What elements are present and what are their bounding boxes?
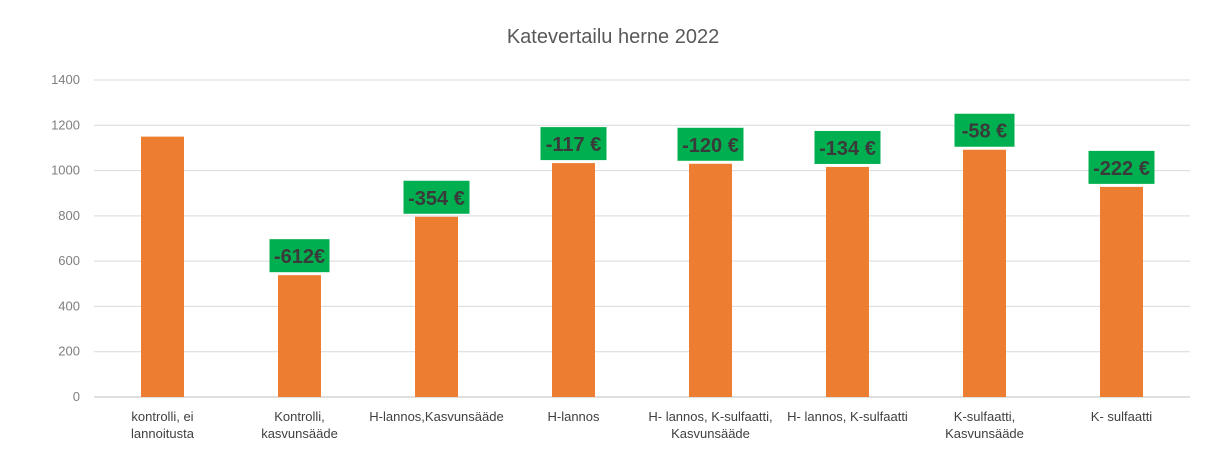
y-tick-label: 600 (58, 253, 80, 268)
bar (415, 216, 458, 397)
gridlines (94, 79, 1190, 398)
data-label-text: -120 € (682, 135, 739, 157)
y-tick-label: 1200 (51, 117, 80, 132)
data-label-background (269, 239, 330, 273)
data-label: -134 € (814, 130, 881, 164)
y-tick-label: 0 (73, 389, 80, 404)
data-label-text: -222 € (1093, 158, 1150, 180)
data-label: -612€ (269, 239, 330, 273)
bar (1100, 186, 1143, 397)
x-axis-ticks: kontrolli, ei lannoitusta Kontrolli, kasvun… (131, 409, 1152, 441)
data-label: -222 € (1088, 150, 1155, 184)
x-tick-label: H- lannos, K-sulfaatti (787, 409, 908, 424)
data-label-background (1088, 150, 1155, 184)
data-label: -120 € (677, 127, 744, 161)
bar (552, 163, 595, 397)
y-axis-ticks: 0 200 400 600 800 1000 1200 1400 (51, 72, 80, 404)
y-tick-label: 800 (58, 208, 80, 223)
x-tick-label: H- lannos, K-sulfaatti, Kasvunsääde (648, 409, 772, 441)
x-tick-label: kontrolli, ei lannoitusta (131, 409, 195, 441)
x-tick-label: H-lannos (547, 409, 600, 424)
bar (826, 166, 869, 397)
data-label-background (677, 127, 744, 161)
bar (689, 163, 732, 397)
data-label-background (540, 127, 607, 161)
data-label: -354 € (403, 180, 470, 214)
x-tick-label: K-sulfaatti, Kasvunsääde (945, 409, 1024, 441)
chart-title: Katevertailu herne 2022 (507, 26, 719, 48)
x-tick-label: Kontrolli, kasvunsääde (261, 409, 338, 441)
data-label-text: -612€ (274, 246, 325, 268)
data-labels: -612€ -354 € -117 € -120 € -134 € -58 € -222 € (269, 113, 1155, 273)
data-label-background (814, 130, 881, 164)
bar (141, 136, 184, 397)
y-tick-label: 200 (58, 344, 80, 359)
data-label: -58 € (954, 113, 1015, 147)
y-tick-label: 400 (58, 298, 80, 313)
y-tick-label: 1000 (51, 163, 80, 178)
data-label-text: -58 € (962, 121, 1008, 143)
y-tick-label: 1400 (51, 72, 80, 87)
bar (963, 149, 1006, 397)
x-tick-label: H-lannos,Kasvunsääde (369, 409, 503, 424)
data-label-text: -134 € (819, 138, 876, 160)
data-label-background (403, 180, 470, 214)
x-tick-label: K- sulfaatti (1091, 409, 1153, 424)
data-label-text: -117 € (546, 134, 602, 156)
bars (141, 136, 1143, 397)
data-label-text: -354 € (408, 188, 465, 210)
data-label-background (954, 113, 1015, 147)
data-label: -117 € (540, 127, 607, 161)
bar (278, 275, 321, 397)
